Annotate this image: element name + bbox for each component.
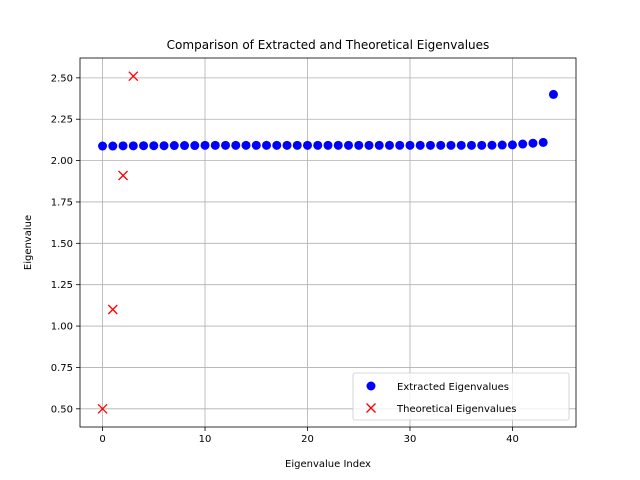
legend-box xyxy=(352,372,570,421)
axis-ticks: 0 10 20 30 40 0.50 0.75 1.00 1.25 1.50 1.75 2.00 2.2… xyxy=(51,73,519,445)
y-tick-label: 2.25 xyxy=(51,115,73,126)
extracted-point xyxy=(364,140,374,150)
theoretical-point xyxy=(107,304,118,315)
theoretical-point xyxy=(118,170,129,181)
extracted-point xyxy=(384,140,394,150)
extracted-point xyxy=(374,140,384,150)
x-tick-label: 20 xyxy=(301,434,314,445)
legend-marker-extracted xyxy=(366,381,376,391)
extracted-point xyxy=(190,141,200,151)
extracted-point xyxy=(436,140,446,150)
extracted-point xyxy=(538,137,548,147)
legend: Extracted Eigenvalues Theoretical Eigenv… xyxy=(352,372,570,421)
extracted-point xyxy=(425,140,435,150)
x-tick-label: 10 xyxy=(199,434,212,445)
extracted-point xyxy=(415,140,425,150)
extracted-point xyxy=(200,140,210,150)
extracted-point xyxy=(466,140,476,150)
x-tick-label: 30 xyxy=(404,434,417,445)
y-tick-label: 1.75 xyxy=(51,197,73,208)
x-tick-label: 40 xyxy=(506,434,519,445)
y-axis-label: Eigenvalue xyxy=(23,215,34,270)
extracted-point xyxy=(272,140,282,150)
extracted-point xyxy=(210,140,220,150)
legend-marker-theoretical xyxy=(366,403,376,413)
plot-frame xyxy=(79,57,577,428)
y-tick-label: 2.50 xyxy=(51,73,73,84)
extracted-point xyxy=(477,140,487,150)
y-tick-label: 1.50 xyxy=(51,239,73,250)
grid-lines xyxy=(80,58,576,427)
extracted-point xyxy=(507,140,517,150)
extracted-point xyxy=(405,140,415,150)
extracted-point xyxy=(128,141,138,151)
extracted-point xyxy=(518,139,528,149)
extracted-point xyxy=(108,141,118,151)
x-axis-label: Eigenvalue Index xyxy=(285,459,371,470)
series-extracted xyxy=(98,89,558,151)
plot-area xyxy=(80,58,576,427)
y-tick-label: 1.25 xyxy=(51,280,73,291)
theoretical-point xyxy=(97,403,108,414)
extracted-point xyxy=(118,141,128,151)
extracted-point xyxy=(241,140,251,150)
extracted-point xyxy=(262,140,272,150)
y-tick-label: 0.75 xyxy=(51,363,73,374)
extracted-point xyxy=(98,141,108,151)
extracted-point xyxy=(231,140,241,150)
extracted-point xyxy=(149,141,159,151)
extracted-point xyxy=(159,141,169,151)
extracted-point xyxy=(333,140,343,150)
extracted-point xyxy=(251,140,261,150)
extracted-point xyxy=(456,140,466,150)
extracted-point xyxy=(169,141,179,151)
extracted-point xyxy=(354,140,364,150)
extracted-point xyxy=(497,140,507,150)
legend-label-extracted: Extracted Eigenvalues xyxy=(397,382,509,393)
extracted-point xyxy=(221,140,231,150)
extracted-point xyxy=(303,140,313,150)
theoretical-point xyxy=(128,71,139,82)
extracted-point xyxy=(180,141,190,151)
extracted-point xyxy=(528,138,538,148)
extracted-point xyxy=(395,140,405,150)
extracted-point xyxy=(313,140,323,150)
y-tick-label: 0.50 xyxy=(51,404,73,415)
data-points xyxy=(97,71,558,414)
series-theoretical xyxy=(97,71,139,414)
y-tick-label: 2.00 xyxy=(51,156,73,167)
extracted-point xyxy=(548,89,558,99)
chart-title: Comparison of Extracted and Theoretical … xyxy=(167,38,490,52)
extracted-point xyxy=(282,140,292,150)
extracted-point xyxy=(487,140,497,150)
extracted-point xyxy=(446,140,456,150)
x-tick-label: 0 xyxy=(99,434,105,445)
y-tick-label: 1.00 xyxy=(51,322,73,333)
extracted-point xyxy=(292,140,302,150)
extracted-point xyxy=(139,141,149,151)
legend-label-theoretical: Theoretical Eigenvalues xyxy=(396,404,517,415)
extracted-point xyxy=(343,140,353,150)
extracted-point xyxy=(323,140,333,150)
